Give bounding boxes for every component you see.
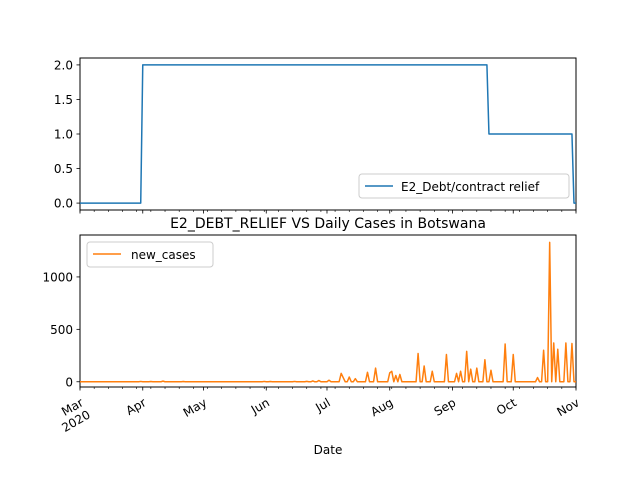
top-series-line-0 (80, 64, 576, 204)
top-chart-panel: 0.0 0.5 1.0 1.5 2.0 E2_Debt/contract relief (54, 57, 577, 214)
bottom-y-tick-label: 1000 (42, 270, 73, 284)
bottom-legend: new_cases (86, 241, 214, 268)
top-y-tick-label: 0.0 (54, 197, 73, 211)
top-y-axis: 0.0 0.5 1.0 1.5 2.0 (54, 58, 80, 211)
top-series-group (80, 64, 576, 204)
bottom-legend-label: new_cases (131, 248, 196, 262)
top-y-tick-label: 1.0 (54, 128, 73, 142)
bottom-y-axis: 0 500 1000 (42, 270, 80, 389)
top-legend: E2_Debt/contract relief (358, 173, 570, 199)
bottom-chart-frame (79, 234, 577, 388)
bottom-x-tick-label: Jul (312, 395, 332, 415)
top-legend-label: E2_Debt/contract relief (401, 180, 540, 194)
bottom-x-axis-label: Date (314, 443, 343, 457)
top-x-axis (79, 210, 577, 214)
top-y-tick-label: 1.5 (54, 93, 73, 107)
bottom-series-group (80, 241, 576, 383)
top-legend-box (358, 173, 570, 199)
top-y-tick-label: 2.0 (54, 58, 73, 72)
top-y-tick-label: 0.5 (54, 162, 73, 176)
bottom-x-tick-label-line: Jul (312, 395, 332, 415)
bottom-y-tick-label: 500 (50, 323, 73, 337)
bottom-y-tick-label: 0 (65, 375, 73, 389)
bottom-series-line-0 (80, 241, 576, 383)
bottom-chart-title: E2_DEBT_RELIEF VS Daily Cases in Botswan… (170, 216, 486, 232)
bottom-legend-box (86, 241, 214, 268)
